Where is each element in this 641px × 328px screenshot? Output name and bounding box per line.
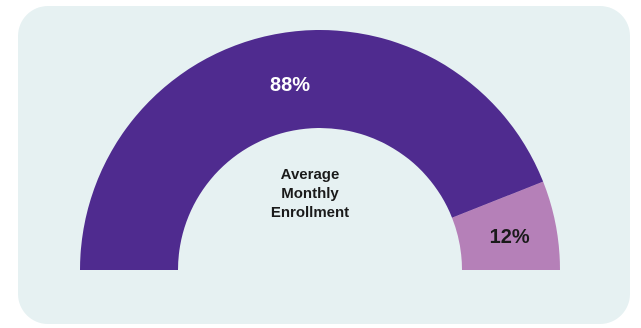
gauge-segment-1: [80, 29, 544, 271]
gauge-labels: 88% 12%: [270, 74, 530, 248]
gauge-segment-2: [452, 181, 560, 270]
gauge-center-label: Average Monthly Enrollment: [270, 166, 350, 221]
gauge-value-label-1: 88%: [270, 74, 310, 96]
gauge-value-label-2: 12%: [490, 226, 530, 248]
gauge-segments: [80, 29, 560, 271]
